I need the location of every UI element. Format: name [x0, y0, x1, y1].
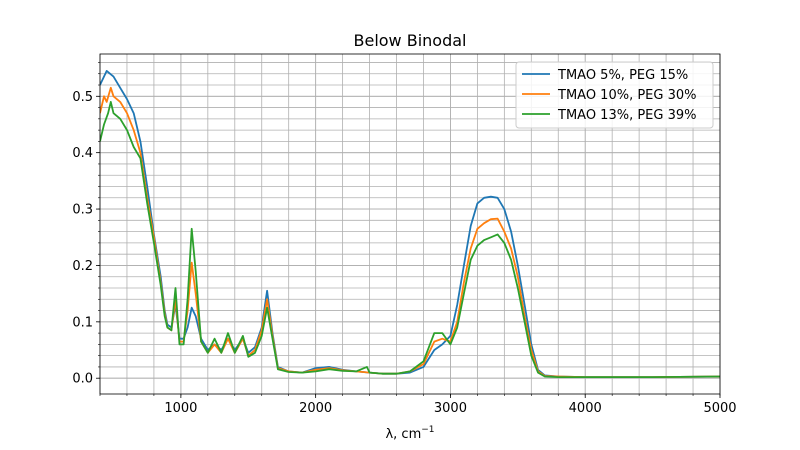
- x-tick-label: 1000: [164, 401, 197, 416]
- legend-label: TMAO 10%, PEG 30%: [557, 88, 697, 103]
- y-tick-label: 0.4: [72, 146, 93, 161]
- x-tick-label: 3000: [434, 401, 467, 416]
- x-tick-label: 2000: [299, 401, 332, 416]
- y-tick-label: 0.5: [72, 90, 93, 105]
- x-axis-label: λ, cm−1: [385, 425, 434, 442]
- x-axis-label-superscript: −1: [421, 425, 434, 435]
- y-tick-label: 0.3: [72, 203, 93, 218]
- legend-label: TMAO 5%, PEG 15%: [557, 68, 688, 83]
- series-layer: [100, 70, 720, 378]
- chart-title: Below Binodal: [354, 31, 467, 50]
- x-tick-label: 5000: [703, 401, 736, 416]
- y-tick-label: 0.0: [72, 372, 93, 387]
- y-tick-label: 0.2: [72, 259, 93, 274]
- plot-frame: [99, 53, 721, 395]
- y-tick-label: 0.1: [72, 315, 93, 330]
- series-line: [100, 101, 720, 378]
- axes: 1000 2000 3000 4000 5000 0.0 0.1 0.2 0.3 0.4 0.5: [72, 53, 737, 416]
- legend-box: [515, 61, 714, 129]
- legend-label: TMAO 13%, PEG 39%: [557, 108, 697, 123]
- x-tick-label: 4000: [569, 401, 602, 416]
- x-axis-label-main: λ, cm: [385, 427, 421, 442]
- legend: TMAO 5%, PEG 15% TMAO 10%, PEG 30% TMAO 13…: [515, 61, 714, 129]
